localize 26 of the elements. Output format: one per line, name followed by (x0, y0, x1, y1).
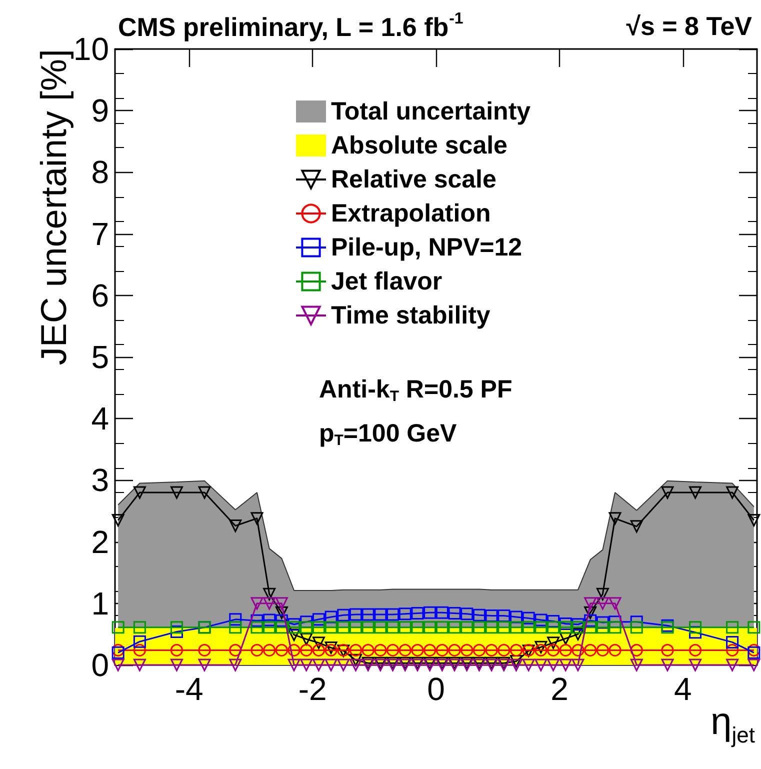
legend-label: Absolute scale (331, 132, 508, 160)
x-tick-label: 4 (674, 671, 692, 707)
x-tick-label: -2 (298, 671, 327, 707)
x-tick-label: 0 (427, 671, 445, 707)
y-tick-label: 10 (73, 31, 109, 67)
legend-label: Total uncertainty (331, 98, 531, 126)
legend-label: Pile-up, NPV=12 (331, 234, 522, 262)
y-tick-label: 3 (91, 462, 109, 498)
legend-label: Relative scale (331, 166, 496, 194)
y-tick-label: 7 (91, 216, 109, 252)
y-tick-label: 5 (91, 339, 109, 375)
legend-label: Time stability (331, 302, 490, 330)
x-tick-label: -4 (174, 671, 204, 707)
y-tick-label: 2 (91, 524, 109, 560)
y-tick-label: 1 (91, 585, 109, 622)
y-tick-label: 6 (91, 277, 109, 314)
x-tick-label: 2 (550, 671, 568, 707)
y-tick-label: 0 (91, 647, 109, 683)
y-tick-label: 8 (91, 154, 109, 190)
chart-subtitle: √s = 8 TeV (626, 11, 753, 41)
y-tick-label: 4 (91, 400, 109, 437)
y-tick-label: 9 (91, 92, 109, 129)
y-axis-title: JEC uncertainty [%] (33, 49, 74, 366)
legend-label: Jet flavor (331, 268, 442, 296)
x-axis-title: η$_{jet}$ (710, 700, 755, 750)
legend-label: Extrapolation (331, 200, 491, 228)
